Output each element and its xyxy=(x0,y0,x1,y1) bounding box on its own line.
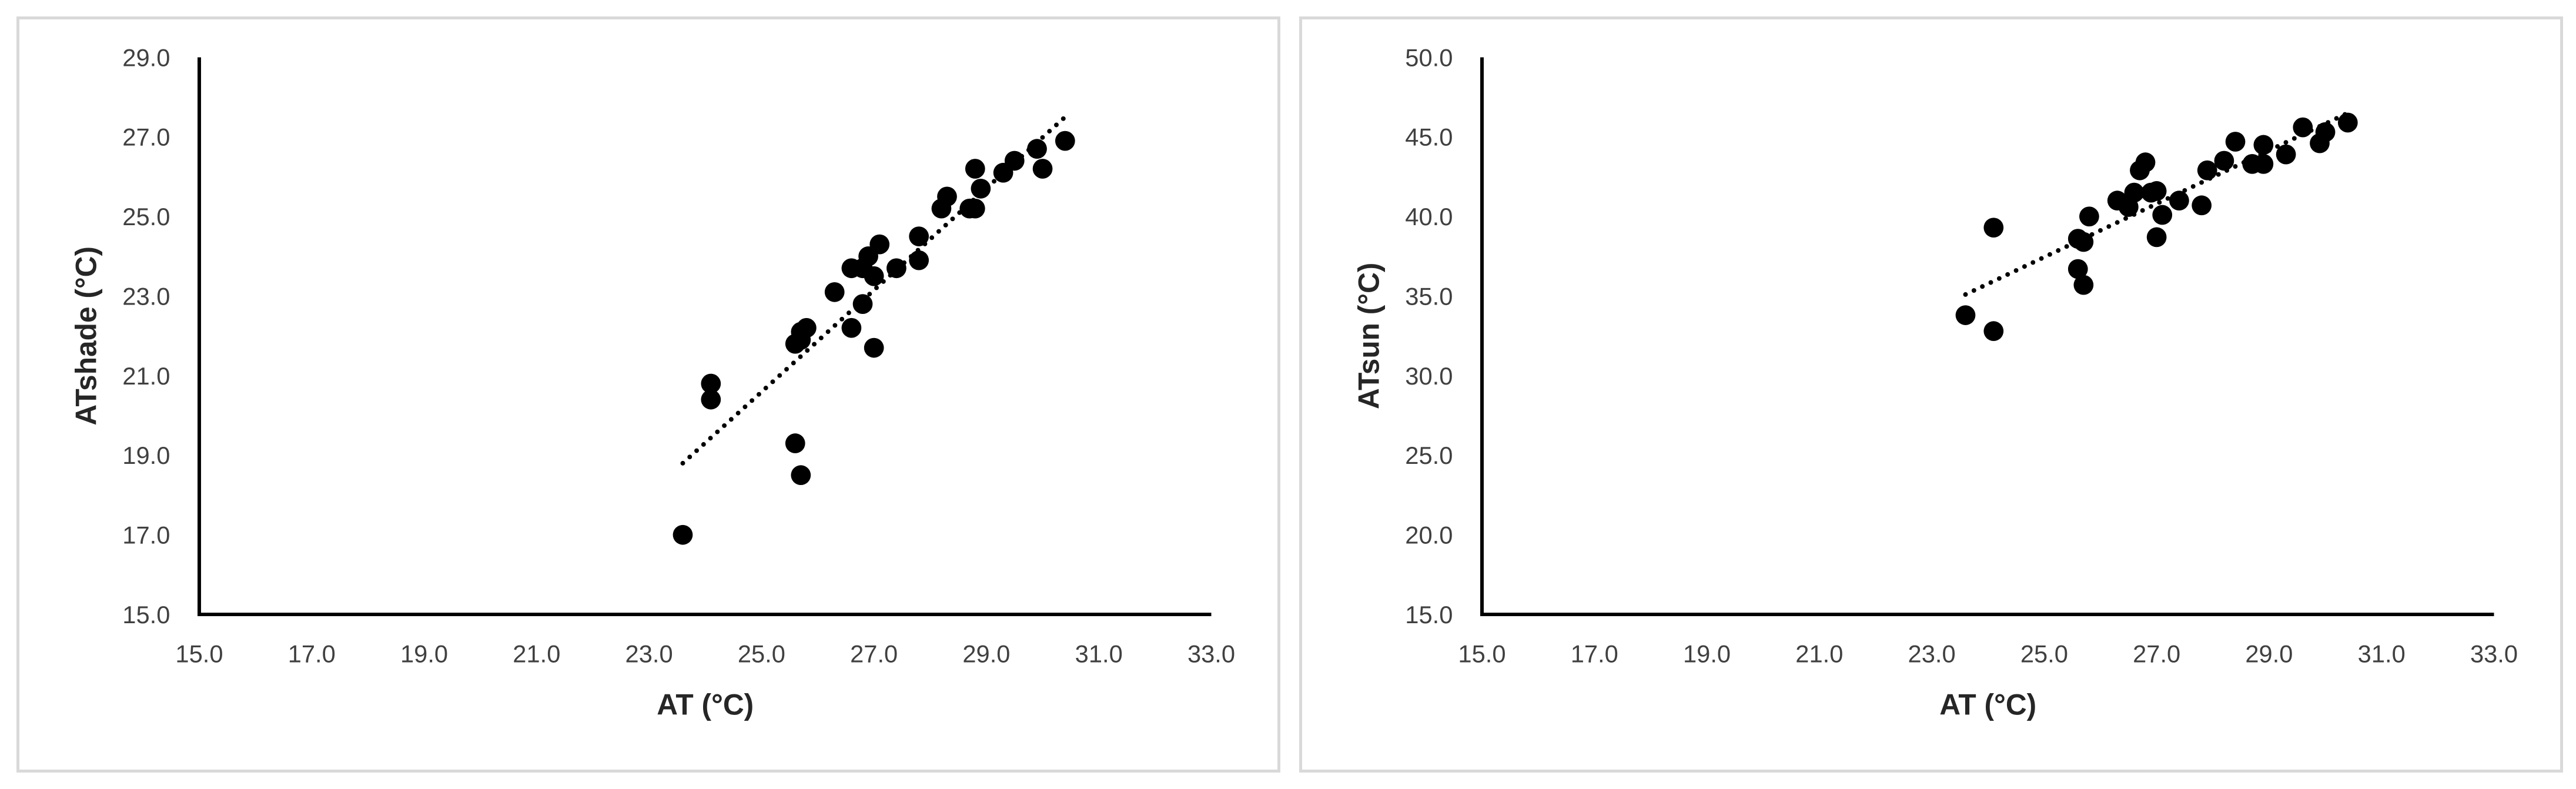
y-tick-label: 45.0 xyxy=(1405,123,1453,151)
x-tick-label: 25.0 xyxy=(738,640,785,667)
y-tick-label: 15.0 xyxy=(1405,601,1453,628)
x-tick-label: 17.0 xyxy=(1571,640,1618,667)
x-tick-label: 21.0 xyxy=(513,640,560,667)
x-axis-title: AT (°C) xyxy=(657,688,754,721)
data-point xyxy=(937,186,957,207)
data-point xyxy=(1983,218,2004,238)
x-tick-label: 29.0 xyxy=(2245,640,2293,667)
data-point xyxy=(2073,275,2094,295)
data-point xyxy=(1004,151,1025,171)
data-point xyxy=(2146,227,2167,248)
data-point xyxy=(886,258,906,279)
data-point xyxy=(909,226,929,246)
data-point xyxy=(1983,321,2004,342)
data-point xyxy=(2214,151,2234,171)
y-tick-label: 29.0 xyxy=(122,44,170,71)
data-point xyxy=(852,294,873,315)
data-point xyxy=(2192,195,2212,216)
data-point xyxy=(701,389,721,410)
scatter-chart-atsun: 15.0 17.0 19.0 21.0 23.0 25.0 27.0 29.0 31.0 33.0… xyxy=(1352,44,2518,721)
data-point xyxy=(673,524,693,545)
y-tick-label: 23.0 xyxy=(122,282,170,310)
data-point xyxy=(2135,152,2156,173)
x-tick-label: 17.0 xyxy=(288,640,336,667)
y-tick-label: 15.0 xyxy=(122,601,170,628)
y-tick-label: 50.0 xyxy=(1405,44,1453,71)
data-point xyxy=(785,433,805,453)
y-tick-label: 35.0 xyxy=(1405,282,1453,310)
data-point xyxy=(2253,135,2274,155)
data-point xyxy=(2152,205,2173,225)
data-point xyxy=(701,373,721,394)
data-point xyxy=(1955,305,1976,325)
y-tick-label: 30.0 xyxy=(1405,362,1453,390)
y-axis-title: ATsun (°C) xyxy=(1352,263,1385,409)
x-tick-label: 19.0 xyxy=(400,640,448,667)
y-tick-label: 20.0 xyxy=(1405,521,1453,549)
x-tick-label: 29.0 xyxy=(962,640,1010,667)
x-tick-label: 23.0 xyxy=(1908,640,1956,667)
data-point xyxy=(2079,206,2099,227)
data-point xyxy=(2124,182,2145,203)
data-point xyxy=(841,317,862,338)
data-point xyxy=(2073,232,2094,252)
data-point xyxy=(2276,144,2296,165)
data-point xyxy=(2169,190,2189,211)
data-point xyxy=(2337,112,2358,133)
data-point xyxy=(824,282,845,302)
data-point xyxy=(1055,131,1075,151)
data-point xyxy=(2293,117,2313,138)
data-point xyxy=(2225,132,2246,152)
data-point xyxy=(1032,159,1053,179)
x-tick-label: 27.0 xyxy=(2133,640,2180,667)
y-tick-label: 17.0 xyxy=(122,521,170,549)
x-axis-title: AT (°C) xyxy=(1939,688,2036,721)
x-tick-label: 31.0 xyxy=(2358,640,2406,667)
data-point xyxy=(2315,122,2336,142)
data-point xyxy=(864,266,884,286)
x-tick-label: 33.0 xyxy=(1187,640,1235,667)
data-point xyxy=(1027,139,1047,159)
data-point xyxy=(864,337,884,358)
x-tick-label: 15.0 xyxy=(1458,640,1506,667)
data-point xyxy=(2068,259,2088,279)
data-point xyxy=(791,330,811,350)
data-point xyxy=(971,178,991,199)
data-point xyxy=(965,159,985,179)
y-tick-label: 27.0 xyxy=(122,123,170,151)
x-tick-label: 25.0 xyxy=(2020,640,2068,667)
x-tick-label: 21.0 xyxy=(1795,640,1843,667)
y-tick-label: 25.0 xyxy=(122,203,170,230)
trendline xyxy=(1963,111,2350,297)
scatter-chart-atshade: 15.0 17.0 19.0 21.0 23.0 25.0 27.0 29.0 31.0 33.0… xyxy=(69,44,1235,721)
x-tick-label: 23.0 xyxy=(625,640,673,667)
data-point xyxy=(909,250,929,270)
x-tick-label: 27.0 xyxy=(850,640,898,667)
x-tick-label: 31.0 xyxy=(1075,640,1123,667)
chart-panel-atsun: 15.0 17.0 19.0 21.0 23.0 25.0 27.0 29.0 31.0 33.0… xyxy=(1299,16,2563,773)
y-tick-label: 40.0 xyxy=(1405,203,1453,230)
x-tick-label: 15.0 xyxy=(175,640,223,667)
data-point xyxy=(2146,181,2167,201)
data-point xyxy=(869,234,890,255)
x-tick-label: 19.0 xyxy=(1683,640,1731,667)
y-tick-label: 25.0 xyxy=(1405,442,1453,469)
chart-panel-atshade: 15.0 17.0 19.0 21.0 23.0 25.0 27.0 29.0 31.0 33.0… xyxy=(16,16,1280,773)
x-tick-label: 33.0 xyxy=(2470,640,2518,667)
y-tick-label: 19.0 xyxy=(122,442,170,469)
data-point xyxy=(2253,154,2274,174)
data-point xyxy=(965,198,985,219)
y-axis-title: ATshade (°C) xyxy=(69,246,102,426)
y-tick-label: 21.0 xyxy=(122,362,170,390)
data-point xyxy=(2197,160,2217,180)
data-point xyxy=(791,465,811,486)
